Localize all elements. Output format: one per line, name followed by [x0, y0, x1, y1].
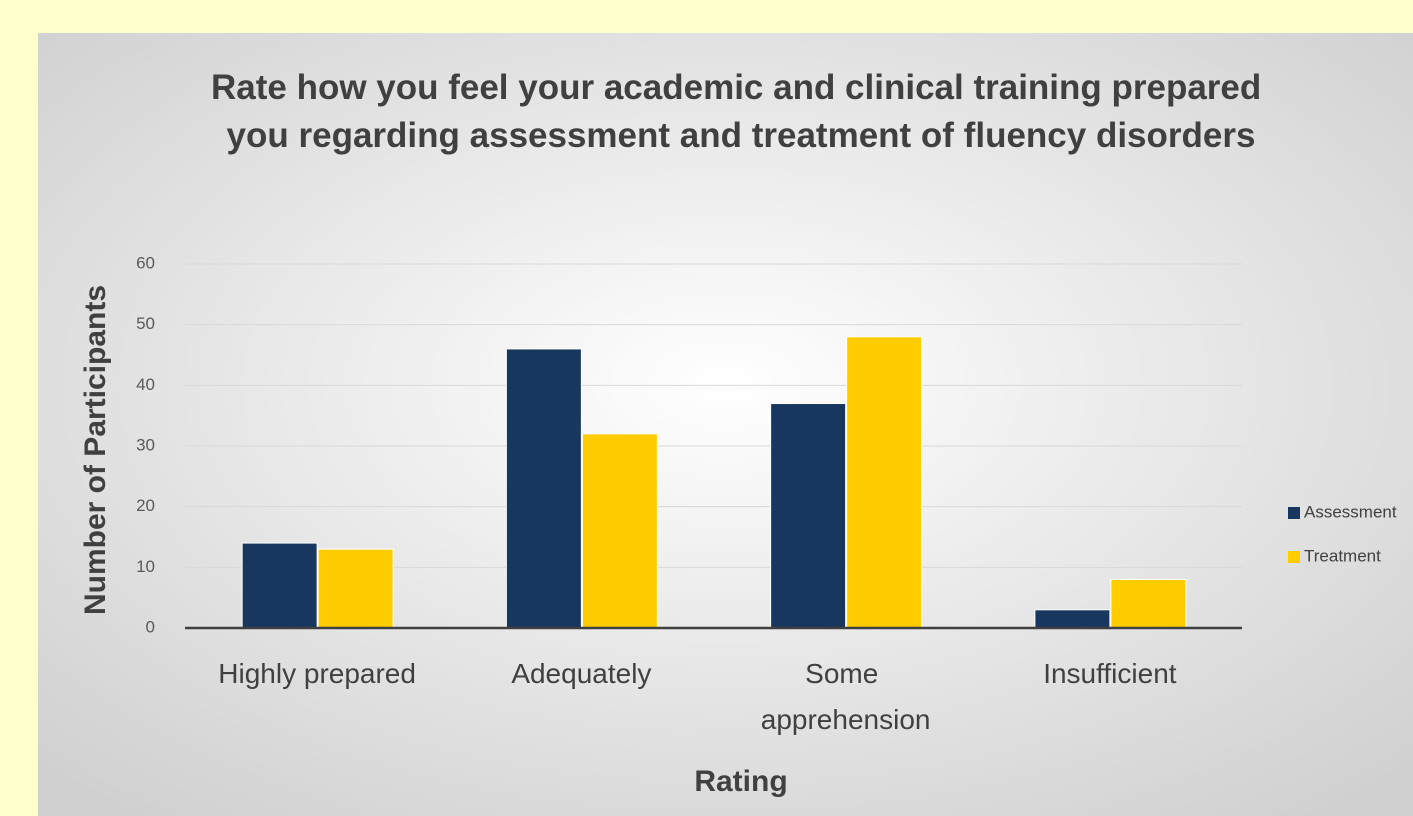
x-tick-label: Insufficient — [1043, 658, 1177, 689]
chart-title: Rate how you feel your academic and clin… — [211, 68, 1271, 155]
bar — [241, 542, 318, 629]
legend-swatch — [1288, 551, 1300, 563]
bar — [846, 336, 923, 629]
x-axis-title: Rating — [694, 765, 787, 798]
x-tick-label: Highly prepared — [218, 658, 416, 689]
bar — [505, 348, 582, 629]
bar — [317, 548, 394, 629]
y-tick-label: 30 — [136, 435, 155, 454]
x-tick-label: Some apprehension — [761, 658, 931, 735]
y-tick-label: 60 — [136, 253, 155, 272]
bar — [1034, 609, 1111, 629]
y-tick-label: 20 — [136, 496, 155, 515]
bar — [581, 433, 658, 629]
bar — [1110, 578, 1187, 629]
y-tick-label: 10 — [136, 557, 155, 576]
chart-area — [38, 33, 1413, 816]
legend-label: Assessment — [1304, 502, 1397, 521]
y-tick-label: 50 — [136, 314, 155, 333]
legend-label: Treatment — [1304, 546, 1381, 565]
bar — [770, 403, 847, 629]
y-axis-title: Number of Participants — [79, 285, 112, 615]
x-tick-label: Adequately — [511, 658, 651, 689]
y-tick-label: 0 — [146, 617, 155, 636]
y-tick-label: 40 — [136, 375, 155, 394]
legend-swatch — [1288, 507, 1300, 519]
